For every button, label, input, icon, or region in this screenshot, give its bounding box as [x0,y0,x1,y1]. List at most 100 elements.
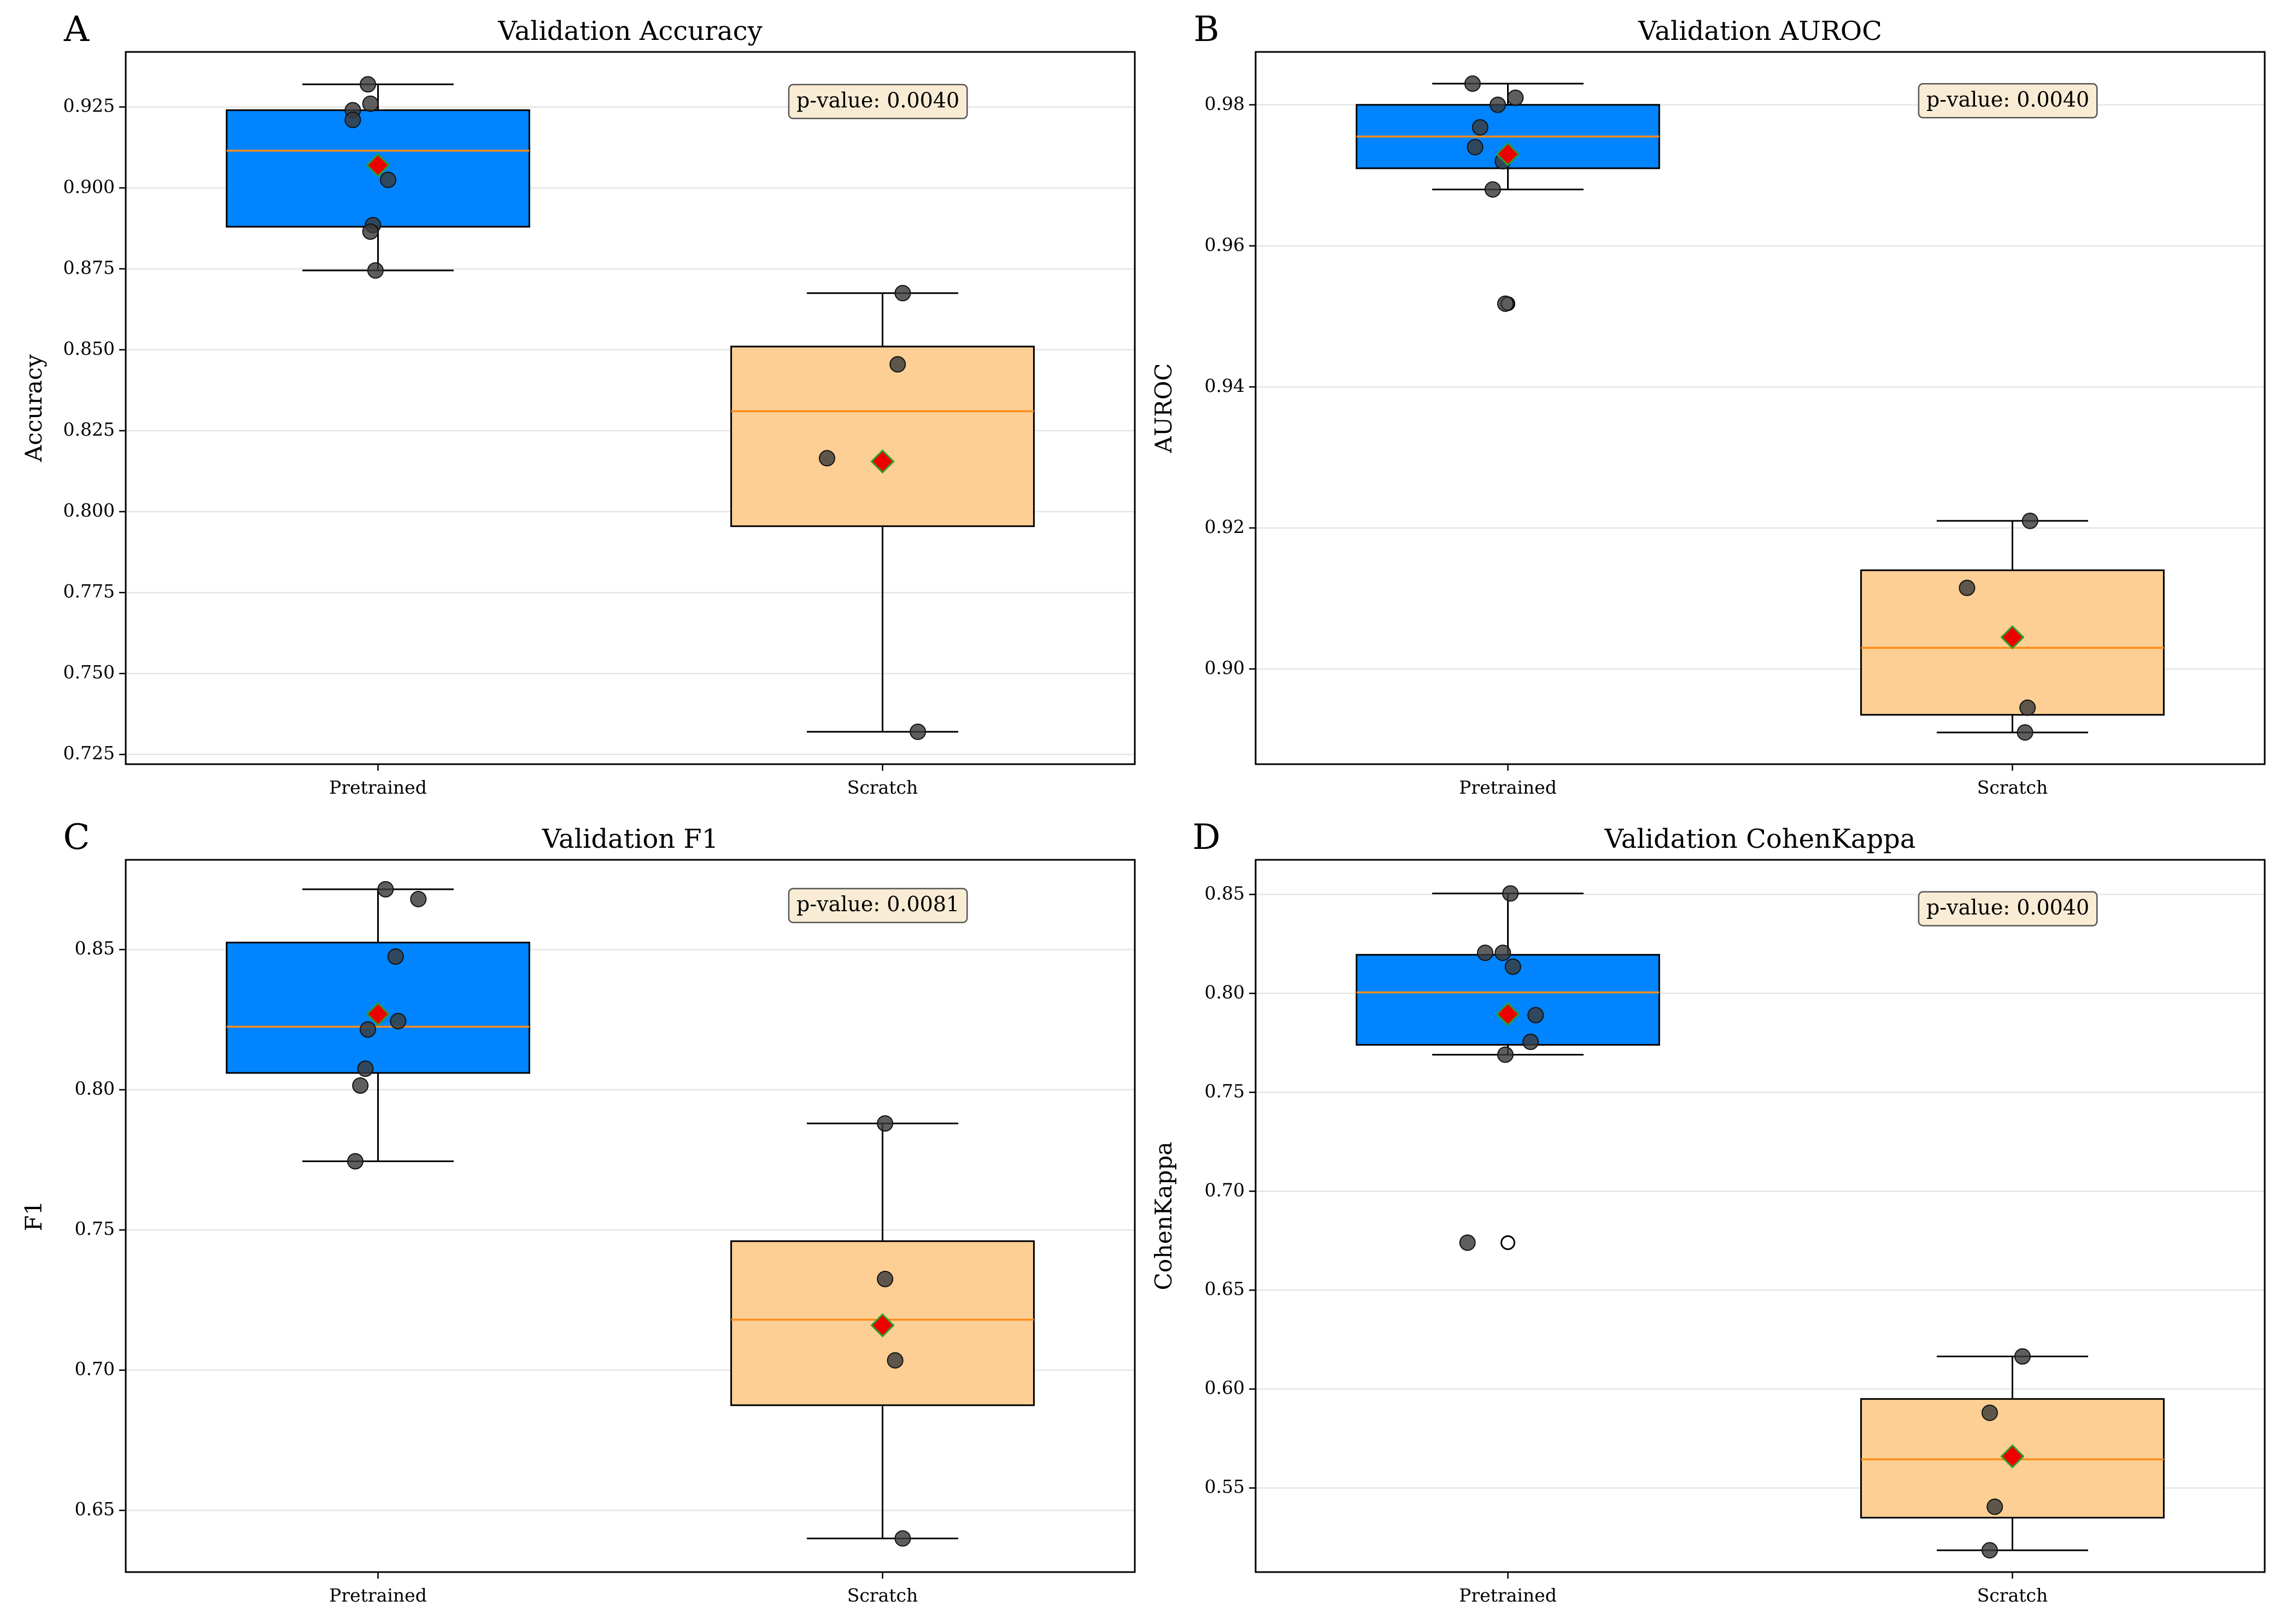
y-axis-label: AUROC [1150,364,1177,454]
data-point [1986,1498,2003,1515]
y-axis-label: CohenKappa [1150,1142,1177,1291]
y-tick-label: 0.65 [75,1498,115,1520]
x-tick-label: Pretrained [1459,777,1557,798]
mean-marker [366,153,390,178]
panel-letter: B [1193,9,1219,50]
box-iqr [730,345,1035,527]
y-tick-label: 0.85 [75,937,115,959]
chart-title: Validation F1 [542,824,718,854]
y-tick-label: 0.75 [1205,1080,1245,1101]
x-tick-label: Pretrained [329,777,427,798]
y-tick-label: 0.800 [63,500,115,521]
data-point [877,1270,894,1287]
pvalue-label: p-value: 0.0081 [796,892,959,916]
data-point [2019,699,2036,716]
data-point [347,1153,364,1170]
pvalue-box [788,888,968,923]
outlier-marker [1501,1235,1515,1250]
pvalue-label: p-value: 0.0040 [796,88,959,112]
data-point [387,948,404,965]
data-point [910,723,927,740]
y-tick-label: 0.70 [75,1358,115,1380]
data-point [887,1352,904,1369]
data-point [379,171,396,188]
data-point [2017,724,2033,741]
y-tick-label: 0.98 [1205,93,1245,114]
pvalue-label: p-value: 0.0040 [1926,895,2089,919]
y-tick-label: 0.825 [63,419,115,440]
pvalue-box [788,84,968,120]
data-point [1981,1404,1998,1421]
mean-marker [2000,625,2025,649]
pvalue-label: p-value: 0.0040 [1926,87,2089,112]
y-tick-label: 0.850 [63,338,115,359]
axes-frame [1255,859,2266,1573]
y-tick-label: 0.90 [1205,657,1245,678]
x-tick-label: Pretrained [329,1585,427,1606]
data-point [889,356,906,373]
y-tick-label: 0.92 [1205,516,1245,537]
y-tick-label: 0.65 [1205,1278,1245,1299]
y-tick-label: 0.725 [63,742,115,764]
data-point [390,1012,407,1029]
data-point [1494,945,1511,961]
mean-marker [366,1002,390,1027]
mean-marker [2000,1444,2025,1469]
data-point [1959,579,1976,596]
data-point [894,285,911,302]
data-point [367,262,384,279]
data-point [2014,1348,2031,1365]
data-point [1504,958,1521,975]
y-tick-label: 0.925 [63,95,115,116]
y-tick-label: 0.60 [1205,1377,1245,1398]
x-tick-label: Scratch [847,1585,918,1606]
mean-marker [870,1313,895,1338]
data-point [1464,75,1481,92]
pvalue-box [1918,83,2098,119]
panel-letter: D [1192,817,1220,858]
data-point [1507,89,1524,106]
data-point [352,1077,369,1094]
data-point [2021,512,2038,529]
y-tick-label: 0.85 [1205,882,1245,904]
chart-panel-a: 0.725 0.750 0.775 0.800 0.825 0.850 0.875 0.900… [20,9,1136,798]
axes-frame [125,859,1136,1573]
chart-panel-d: 0.55 0.60 0.65 0.70 0.75 0.80 0.85 Pretrained Sc… [1150,817,2266,1606]
y-tick-label: 0.80 [75,1078,115,1099]
y-tick-label: 0.750 [63,661,115,683]
x-tick-label: Pretrained [1459,1585,1557,1606]
data-point [1502,885,1519,902]
data-point [1981,1542,1998,1559]
y-tick-label: 0.96 [1205,234,1245,255]
data-point [1497,295,1514,312]
data-point [360,1021,377,1038]
panel-letter: A [63,9,90,50]
x-tick-label: Scratch [1977,777,2048,798]
y-tick-label: 0.70 [1205,1179,1245,1200]
y-tick-label: 0.80 [1205,981,1245,1002]
y-tick-label: 0.875 [63,257,115,278]
y-tick-label: 0.775 [63,581,115,602]
panel-letter: C [63,817,90,858]
data-point [362,223,379,240]
data-point [1472,119,1488,136]
data-point [1476,945,1493,961]
chart-panel-b: 0.90 0.92 0.94 0.96 0.98 Pretrained Scratch p-v… [1150,9,2266,798]
x-tick-label: Scratch [847,777,918,798]
data-point [377,881,394,898]
y-axis-label: Accuracy [20,354,47,462]
chart-title: Validation AUROC [1638,16,1882,46]
mean-marker [1496,142,1520,167]
axes-frame [1255,51,2266,765]
data-point [818,450,835,467]
data-point [1459,1234,1476,1251]
chart-title: Validation Accuracy [497,16,763,46]
data-point [1467,139,1484,156]
chart-panel-c: 0.65 0.70 0.75 0.80 0.85 Pretrained Scratch p-v… [20,817,1136,1606]
y-tick-label: 0.900 [63,176,115,197]
mean-marker [870,449,895,474]
pvalue-box [1918,891,2098,927]
data-point [877,1115,894,1132]
data-point [344,112,361,128]
